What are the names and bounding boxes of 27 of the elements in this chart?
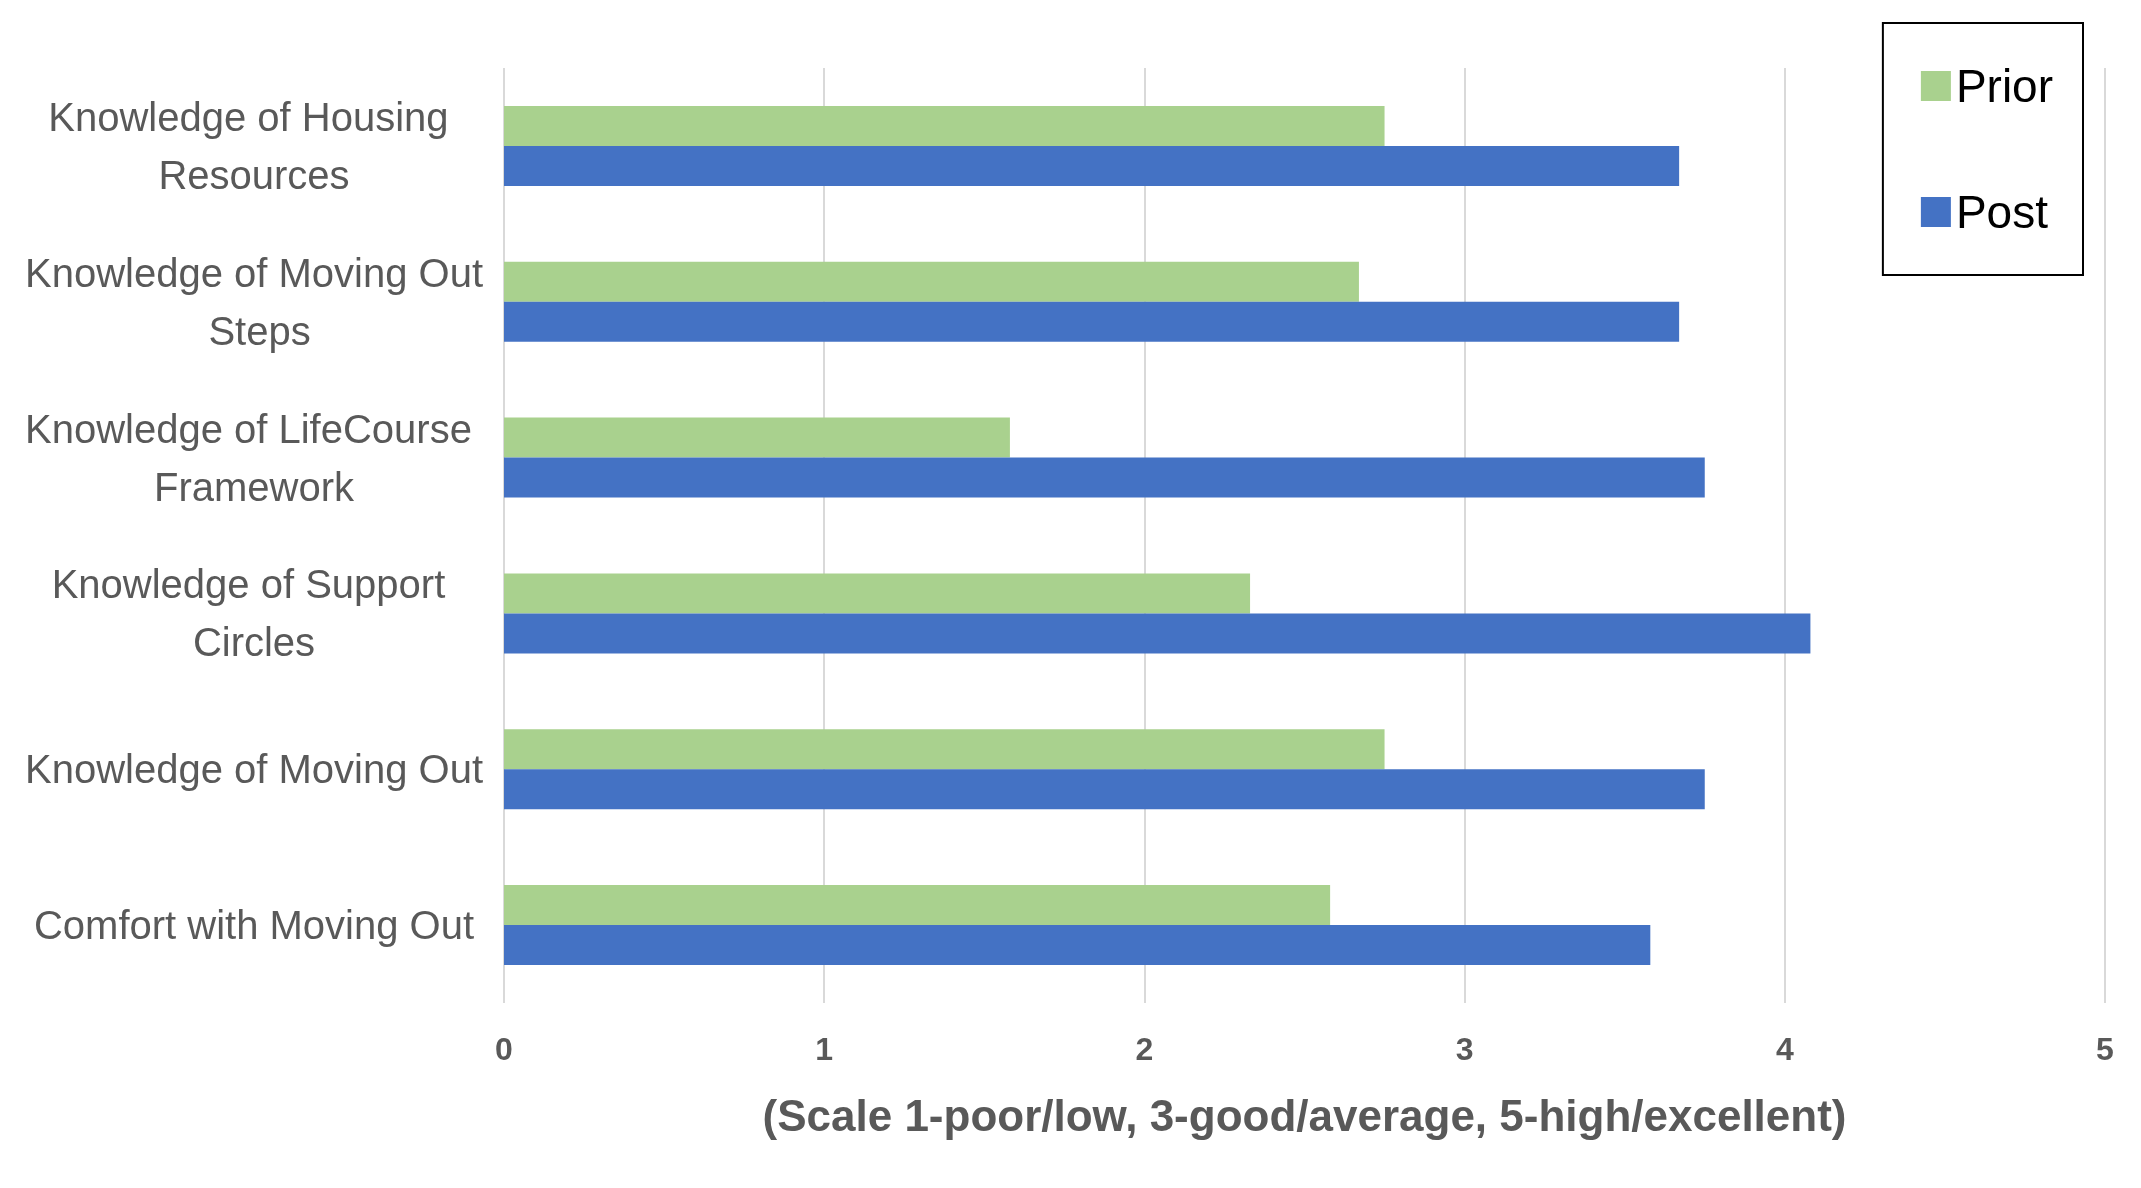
x-tick-label: 0 [495,1031,513,1067]
x-tick-label: 2 [1135,1031,1154,1067]
y-tick-label: Knowledge of LifeCourse Framework [24,406,484,509]
bar [504,301,1680,342]
legend-label: Prior [1955,60,2053,112]
bar [504,457,1705,498]
bar [504,729,1385,770]
x-axis-title: (Scale 1-poor/low, 3-good/average, 5-high/excellent) [762,1090,1847,1140]
bar [504,769,1705,810]
y-tick-label: Comfort with Moving Out [33,903,475,948]
legend-label: Post [1955,186,2049,238]
bar [504,417,1010,458]
x-tick-label: 4 [1775,1031,1794,1067]
x-tick-label: 3 [1455,1031,1474,1067]
x-tick-label: 1 [815,1031,834,1067]
bar [504,145,1680,186]
y-tick-label: Knowledge of Moving Out [24,747,484,792]
bar [504,105,1385,146]
bar [504,261,1359,302]
y-tick-label: Knowledge of Moving Out Steps [24,250,484,353]
y-tick-label: Knowledge of Housing Resources [48,94,460,197]
bar [504,925,1651,966]
bar [504,885,1331,926]
y-tick-label: Knowledge of Support Circles [51,562,457,665]
bar [504,573,1251,614]
x-tick-label: 5 [2096,1031,2114,1067]
bar [504,613,1811,654]
